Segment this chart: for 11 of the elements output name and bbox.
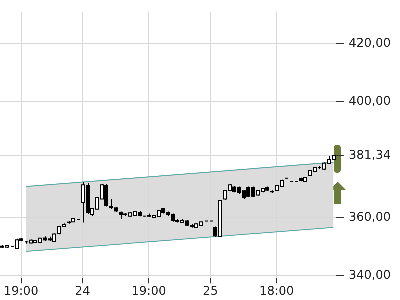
x-tick-label: 24	[75, 284, 90, 298]
y-tick-label: 420,00	[349, 36, 392, 50]
y-tick-label: 400,00	[349, 94, 392, 108]
x-tick-label: 19:00	[4, 284, 39, 298]
x-tick-label: 19:00	[132, 284, 166, 298]
y-tick-label: 340,00	[349, 268, 392, 282]
y-tick-label: 381,34	[349, 148, 392, 162]
x-tick-label: 18:00	[260, 284, 294, 298]
candlestick	[104, 184, 108, 208]
y-tick-label: 360,00	[349, 210, 392, 224]
x-tick-label: 25	[202, 284, 218, 298]
